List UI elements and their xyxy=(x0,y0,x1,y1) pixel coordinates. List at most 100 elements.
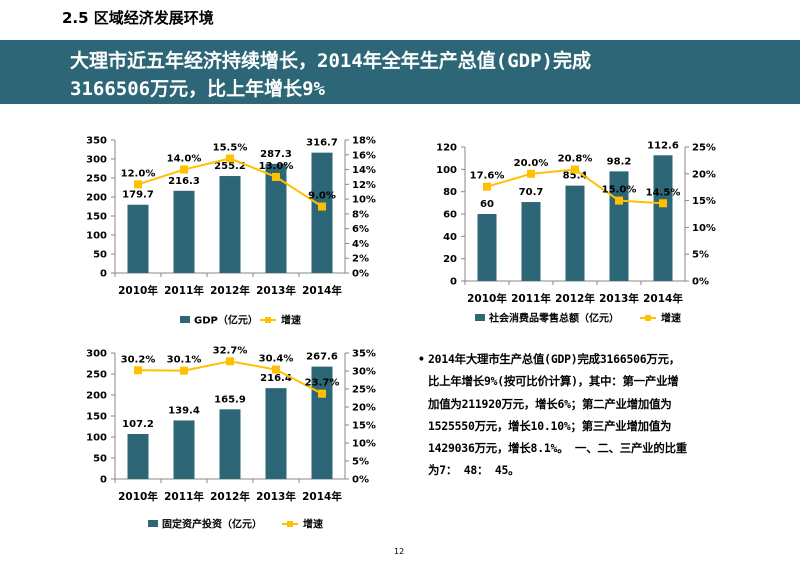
y-tick-label: 250 xyxy=(86,174,107,185)
y-tick-label: 50 xyxy=(93,250,107,261)
bar-value-label: 216.3 xyxy=(168,176,200,187)
fixed-investment-chart: 0 50 100 150 200 250 300 0% 5% 10% 15% 20% 25% 30% 35%… xyxy=(86,345,376,531)
y-tick-label: 100 xyxy=(436,165,457,176)
y2-tick-label: 15% xyxy=(692,196,716,207)
summary-line: 2014年大理市生产总值(GDP)完成3166506万元， xyxy=(428,352,681,366)
y-tick-label: 300 xyxy=(86,349,107,360)
bar xyxy=(521,202,541,281)
legend-swatch-marker xyxy=(265,317,271,323)
y-tick-label: 300 xyxy=(86,155,107,166)
x-tick-label: 2010年 xyxy=(118,284,158,297)
headline-banner: 大理市近五年经济持续增长，2014年全年生产总值(GDP)完成 3166506万… xyxy=(0,40,800,104)
x-tick-label: 2011年 xyxy=(511,292,551,305)
y-tick-label: 0 xyxy=(100,475,107,486)
x-tick-label: 2012年 xyxy=(210,284,250,297)
y-tick-label: 0 xyxy=(100,269,107,280)
bar-value-label: 70.7 xyxy=(519,187,544,198)
x-tick-label: 2014年 xyxy=(302,490,342,503)
growth-point xyxy=(483,182,491,191)
y-tick-label: 20 xyxy=(443,254,457,265)
legend-label-bars: 固定资产投资（亿元） xyxy=(162,518,262,531)
y2-tick-label: 16% xyxy=(352,150,376,161)
x-tick-label: 2011年 xyxy=(164,284,204,297)
y-tick-label: 120 xyxy=(436,143,457,154)
legend-label-line: 增速 xyxy=(661,312,681,325)
growth-value-label: 17.6% xyxy=(470,171,505,182)
growth-value-label: 20.8% xyxy=(558,154,593,165)
bar xyxy=(311,366,333,479)
y2-tick-label: 10% xyxy=(352,439,376,450)
x-tick-label: 2013年 xyxy=(599,292,639,305)
y2-tick-label: 4% xyxy=(352,239,369,250)
y2-tick-label: 20% xyxy=(352,403,376,414)
y-tick-label: 100 xyxy=(86,231,107,242)
bar-value-label: 216.4 xyxy=(260,373,292,384)
growth-value-label: 30.4% xyxy=(259,354,294,365)
y2-tick-label: 25% xyxy=(352,385,376,396)
bar-value-label: 165.9 xyxy=(214,394,246,405)
bar-value-label: 60 xyxy=(480,199,494,210)
summary-line: 加值为211920万元，增长6%；第二产业增加值为 xyxy=(428,396,672,411)
y2-tick-label: 18% xyxy=(352,136,376,147)
legend-swatch-bars xyxy=(148,520,158,527)
y2-tick-label: 15% xyxy=(352,421,376,432)
x-tick-label: 2013年 xyxy=(256,284,296,297)
x-tick-label: 2013年 xyxy=(256,490,296,503)
growth-point xyxy=(134,366,142,375)
bar-value-label: 139.4 xyxy=(168,405,200,416)
y2-tick-label: 30% xyxy=(352,367,376,378)
y2-tick-label: 2% xyxy=(352,254,369,265)
bar xyxy=(565,185,585,281)
y-tick-label: 200 xyxy=(86,193,107,204)
y-tick-label: 80 xyxy=(443,187,457,198)
growth-value-label: 15.5% xyxy=(213,142,248,153)
legend-swatch-bars xyxy=(475,314,485,321)
growth-value-label: 12.0% xyxy=(121,168,156,179)
legend-swatch-marker xyxy=(645,315,651,321)
legend-swatch-bars xyxy=(180,316,190,323)
y2-tick-label: 0% xyxy=(352,475,369,486)
growth-line xyxy=(137,360,323,395)
growth-point xyxy=(134,180,142,189)
y-tick-label: 150 xyxy=(86,412,107,423)
y2-tick-label: 10% xyxy=(692,223,716,234)
y2-tick-label: 5% xyxy=(352,457,369,468)
y-tick-label: 150 xyxy=(86,212,107,223)
y-tick-label: 60 xyxy=(443,210,457,221)
growth-value-label: 14.5% xyxy=(646,187,681,198)
growth-value-label: 14.0% xyxy=(167,154,202,165)
legend-label-bars: 社会消费品零售总额（亿元） xyxy=(488,312,619,325)
x-tick-label: 2010年 xyxy=(467,292,507,305)
y2-tick-label: 12% xyxy=(352,180,376,191)
growth-value-label: 30.2% xyxy=(121,354,156,365)
y-tick-label: 0 xyxy=(450,277,457,288)
headline-line-1: 大理市近五年经济持续增长，2014年全年生产总值(GDP)完成 xyxy=(70,50,591,72)
bar-value-label: 287.3 xyxy=(260,149,292,160)
bar-value-label: 98.2 xyxy=(607,156,632,167)
bar xyxy=(219,409,241,479)
growth-point xyxy=(180,366,188,375)
x-tick-label: 2012年 xyxy=(210,490,250,503)
y2-tick-label: 20% xyxy=(692,169,716,180)
growth-value-label: 32.7% xyxy=(213,345,248,356)
y2-tick-label: 5% xyxy=(692,250,709,261)
y-tick-label: 50 xyxy=(93,454,107,465)
summary-line: 1525550万元，增长10.10%；第三产业增加值为 xyxy=(428,418,672,433)
growth-point xyxy=(659,199,667,208)
gdp-chart: 0 50 100 150 200 250 300 350 0% 2% 4% 6% 8% 10% 12% 14%… xyxy=(86,136,376,327)
bullet-marker: • xyxy=(418,352,425,366)
growth-point xyxy=(527,169,535,178)
summary-line: 比上年增长9%(按可比价计算)，其中：第一产业增 xyxy=(428,374,679,389)
x-tick-label: 2012年 xyxy=(555,292,595,305)
headline-line-2: 3166506万元，比上年增长9% xyxy=(70,78,325,100)
x-tick-label: 2014年 xyxy=(302,284,342,297)
x-tick-label: 2010年 xyxy=(118,490,158,503)
y2-tick-label: 35% xyxy=(352,349,376,360)
bar-value-label: 267.6 xyxy=(306,352,338,363)
growth-point xyxy=(180,165,188,174)
growth-value-label: 15.0% xyxy=(602,185,637,196)
bar xyxy=(311,152,333,273)
y2-tick-label: 25% xyxy=(692,143,716,154)
gdp-summary-paragraph: • 2014年大理市生产总值(GDP)完成3166506万元， 比上年增长9%(… xyxy=(418,348,738,482)
growth-point xyxy=(226,357,234,366)
